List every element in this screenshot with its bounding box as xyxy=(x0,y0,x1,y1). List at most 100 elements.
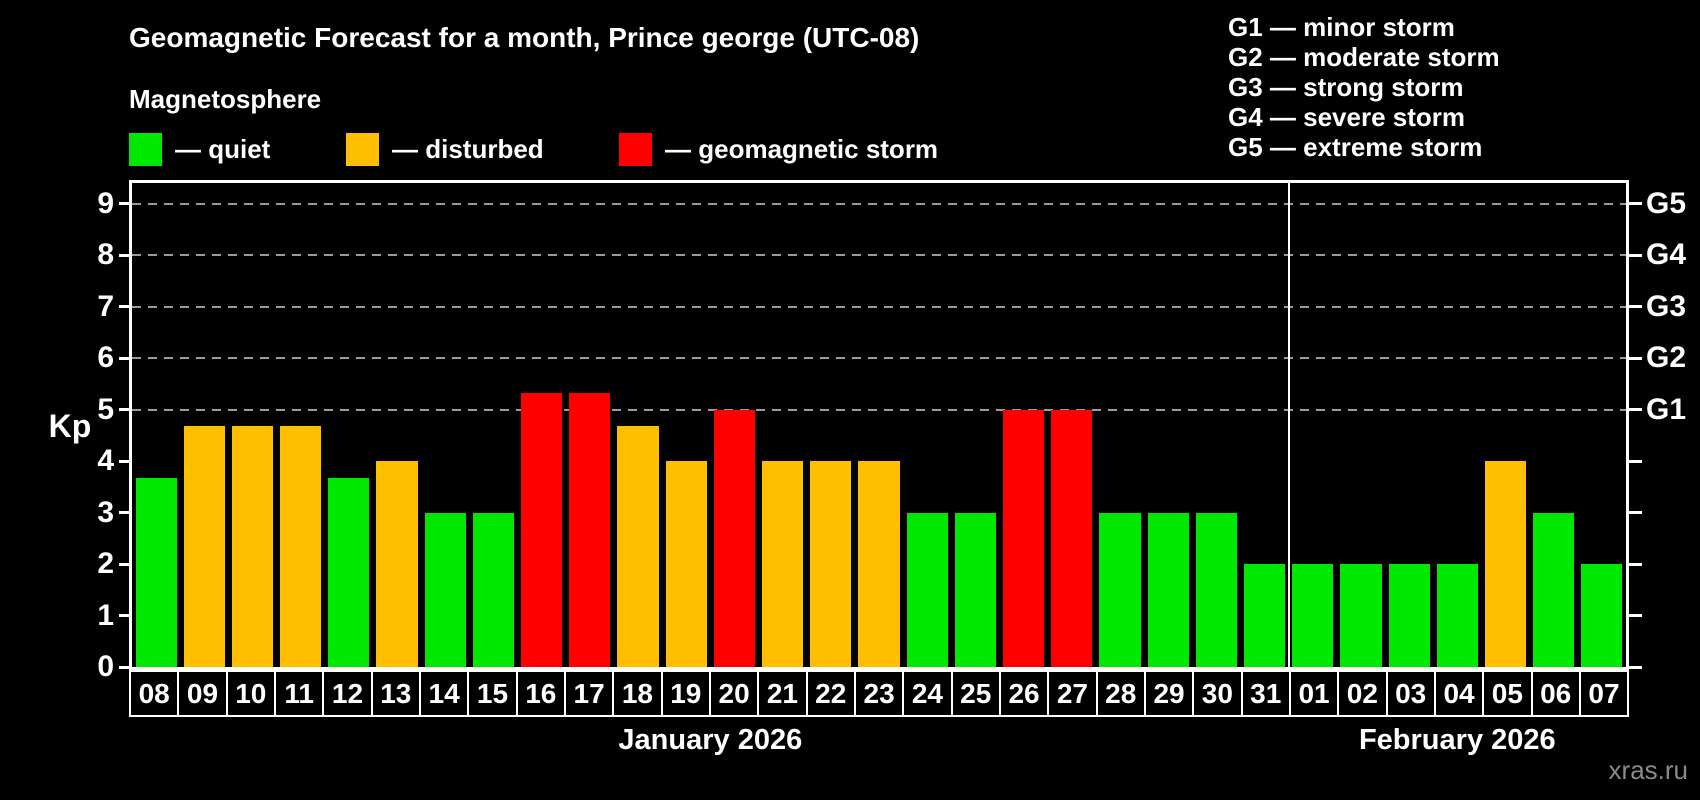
kp-bar-day-15 xyxy=(472,512,515,667)
plot-area xyxy=(129,180,1629,670)
kp-bar-day-31 xyxy=(1243,564,1286,667)
g-scale-legend: G1 — minor storm G2 — moderate storm G3 … xyxy=(1228,12,1500,162)
left-axis-tick-6 xyxy=(119,356,132,360)
right-axis-tick-7 xyxy=(1629,305,1642,308)
day-label-22: 22 xyxy=(805,672,854,715)
kp-bar-day-12 xyxy=(328,477,370,667)
kp-bar-day-08 xyxy=(135,477,177,667)
day-label-08: 08 xyxy=(138,677,170,709)
left-axis-tick-3 xyxy=(119,511,132,514)
kp-bar-day-18 xyxy=(617,426,659,667)
kp-bar-day-28 xyxy=(1099,512,1141,667)
day-label-20: 20 xyxy=(708,672,757,715)
gridline-kp7 xyxy=(132,305,1626,308)
y-tick-label-7: 7 xyxy=(97,289,114,323)
day-label-07: 07 xyxy=(1578,672,1627,715)
right-axis-tick-3 xyxy=(1629,511,1642,514)
day-label-06: 06 xyxy=(1530,672,1579,715)
y-tick-label-9: 9 xyxy=(97,186,114,220)
day-label-24: 24 xyxy=(902,672,950,715)
day-label-30: 30 xyxy=(1192,672,1240,715)
day-label-19: 19 xyxy=(660,672,709,715)
left-axis-tick-0 xyxy=(119,665,132,669)
y-axis-title: Kp xyxy=(48,408,92,444)
storm-swatch xyxy=(619,132,652,166)
gridline-kp5 xyxy=(132,408,1626,411)
legend-label-disturbed: — disturbed xyxy=(392,133,544,164)
day-label-28: 28 xyxy=(1095,672,1144,715)
day-label-02: 02 xyxy=(1337,672,1385,715)
month-label-0: January 2026 xyxy=(618,724,803,756)
kp-bar-day-25 xyxy=(954,512,996,667)
left-axis-tick-4 xyxy=(119,459,132,463)
kp-bar-day-22 xyxy=(810,461,852,667)
y-tick-label-4: 4 xyxy=(97,444,114,477)
kp-bar-day-06 xyxy=(1533,512,1575,667)
gridline-kp9 xyxy=(132,202,1626,205)
g-scale-label-G1: G1 xyxy=(1646,392,1687,426)
kp-bar-day-26 xyxy=(1002,409,1045,667)
left-axis-tick-7 xyxy=(119,305,132,308)
y-tick-label-0: 0 xyxy=(97,650,114,683)
left-axis-tick-2 xyxy=(119,562,132,566)
day-label-18: 18 xyxy=(612,672,660,715)
right-axis-tick-5 xyxy=(1629,408,1642,411)
legend-label-storm: — geomagnetic storm xyxy=(665,133,939,164)
month-label-1: February 2026 xyxy=(1358,724,1556,756)
chart-subtitle: Magnetosphere xyxy=(129,84,322,114)
kp-bar-day-16 xyxy=(521,392,563,667)
day-label-23: 23 xyxy=(853,672,902,715)
kp-bar-day-19 xyxy=(665,461,707,667)
g3-legend-line: G3 — strong storm xyxy=(1228,72,1464,102)
watermark: xras.ru xyxy=(1608,755,1688,785)
kp-bar-day-30 xyxy=(1195,512,1237,667)
kp-bar-day-17 xyxy=(569,392,611,667)
gridline-kp6 xyxy=(132,357,1626,359)
day-label-26: 26 xyxy=(998,672,1047,715)
day-label-21: 21 xyxy=(757,672,805,715)
day-label-10: 10 xyxy=(225,672,274,715)
y-tick-label-5: 5 xyxy=(97,392,114,426)
left-axis-tick-5 xyxy=(119,408,132,411)
kp-bar-day-10 xyxy=(231,426,274,667)
day-label-04: 04 xyxy=(1433,672,1482,715)
day-label-01: 01 xyxy=(1288,672,1337,715)
day-label-31: 31 xyxy=(1240,672,1289,715)
y-tick-label-6: 6 xyxy=(97,341,114,374)
kp-bar-day-24 xyxy=(906,512,948,667)
legend-item-quiet: — quiet xyxy=(129,131,270,167)
disturbed-swatch xyxy=(346,132,379,166)
kp-bar-day-05 xyxy=(1484,461,1527,667)
right-axis-tick-2 xyxy=(1629,562,1642,566)
left-axis-tick-9 xyxy=(119,202,132,205)
day-label-11: 11 xyxy=(273,672,322,715)
day-axis-row: 08 09 10 11 12 13 14 15 16 17 18 19 20 21 22 23 24 25 26 27… xyxy=(129,670,1629,717)
kp-bar-day-21 xyxy=(762,461,804,667)
g-scale-label-G4: G4 xyxy=(1646,238,1687,271)
right-axis-tick-6 xyxy=(1629,356,1642,360)
kp-bar-day-29 xyxy=(1147,512,1189,667)
kp-bar-day-27 xyxy=(1051,409,1093,667)
y-tick-label-1: 1 xyxy=(97,598,114,632)
kp-bar-day-09 xyxy=(183,426,225,667)
g5-legend-line: G5 — extreme storm xyxy=(1228,132,1483,162)
day-label-09: 09 xyxy=(177,672,225,715)
day-label-29: 29 xyxy=(1143,672,1192,715)
g1-legend-line: G1 — minor storm xyxy=(1228,12,1455,42)
day-label-13: 13 xyxy=(370,672,419,715)
day-label-15: 15 xyxy=(467,672,515,715)
day-label-27: 27 xyxy=(1047,672,1095,715)
day-label-03: 03 xyxy=(1385,672,1434,715)
legend-label-quiet: — quiet xyxy=(175,133,271,164)
g4-legend-line: G4 — severe storm xyxy=(1228,102,1466,132)
kp-bar-day-03 xyxy=(1388,564,1430,667)
y-tick-label-2: 2 xyxy=(97,547,114,580)
y-tick-label-8: 8 xyxy=(97,238,114,271)
quiet-swatch xyxy=(129,132,162,166)
gridline-kp8 xyxy=(132,254,1626,256)
month-separator-line xyxy=(1287,183,1290,667)
right-axis-tick-0 xyxy=(1629,665,1642,669)
legend-item-disturbed: — disturbed xyxy=(346,131,544,167)
day-label-25: 25 xyxy=(950,672,999,715)
